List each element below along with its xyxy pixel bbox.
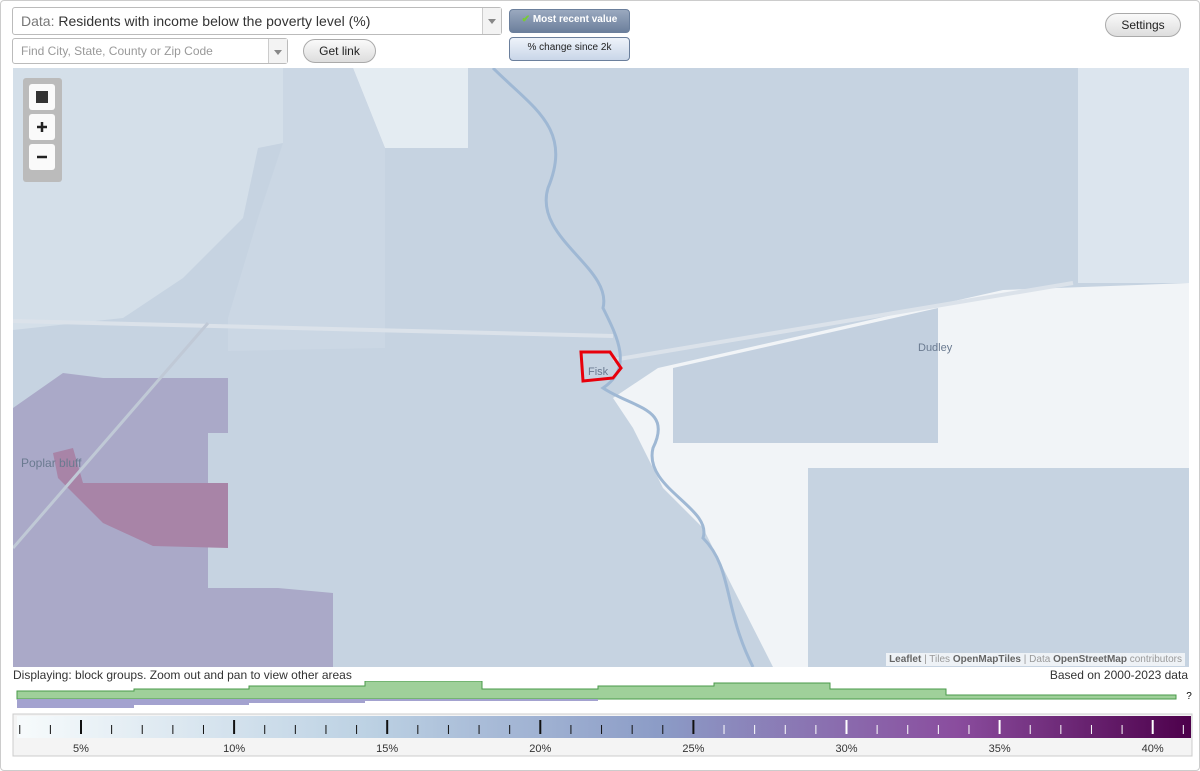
tick-label: 10%	[223, 743, 245, 755]
color-scale	[17, 716, 1191, 738]
data-value: Residents with income below the poverty …	[58, 13, 371, 29]
attr-text: Tiles	[929, 654, 951, 665]
search-arrow	[268, 39, 287, 63]
area	[53, 448, 228, 548]
check-icon: ✔	[521, 14, 531, 25]
river	[491, 68, 755, 667]
tick-label: 25%	[682, 743, 704, 755]
zoom-controls	[23, 78, 62, 182]
map-canvas: Fisk Dudley Poplar bluff	[13, 68, 1189, 667]
select-arrow	[482, 8, 501, 34]
area	[673, 308, 938, 443]
road	[13, 319, 614, 338]
road	[13, 322, 210, 549]
tick-label: 40%	[1142, 743, 1164, 755]
change-toggle[interactable]: % change since 2k	[509, 37, 630, 61]
tick-label: 5%	[73, 743, 89, 755]
attribution: Leaflet | Tiles OpenMapTiles | Data Open…	[886, 653, 1185, 666]
area	[228, 68, 385, 351]
unknown-label: ?	[1186, 691, 1192, 702]
map[interactable]: Fisk Dudley Poplar bluff Leaflet | Tiles…	[13, 68, 1189, 667]
tick-label: 20%	[529, 743, 551, 755]
attr-text: Data	[1029, 654, 1051, 665]
data-select[interactable]: Data: Residents with income below the po…	[12, 7, 502, 35]
plus-icon	[37, 122, 47, 132]
place-label: Poplar bluff	[21, 456, 82, 470]
displaying-text: Displaying: block groups. Zoom out and p…	[13, 668, 352, 682]
tick-label: 35%	[989, 743, 1011, 755]
attr-text: contributors	[1129, 654, 1182, 665]
legend: ? 5% 10% 15% 20% 25% 30% 35% 40%	[12, 681, 1193, 757]
based-on-text: Based on 2000-2023 data	[1049, 668, 1188, 682]
histogram-recent	[16, 681, 1177, 700]
attr-link[interactable]: OpenMapTiles	[952, 654, 1021, 665]
area	[13, 68, 283, 330]
search-box[interactable]: Find City, State, County or Zip Code	[12, 38, 288, 64]
road	[612, 281, 1074, 362]
area	[1078, 68, 1189, 283]
tick-label: 15%	[376, 743, 398, 755]
settings[interactable]: Settings	[1105, 13, 1181, 37]
tick-label: 30%	[835, 743, 857, 755]
selected-area[interactable]	[579, 350, 623, 383]
data-label: Data:	[21, 13, 55, 29]
attr-link[interactable]: OpenStreetMap	[1053, 654, 1127, 665]
attr-link[interactable]: Leaflet	[889, 654, 922, 665]
fullscreen-icon	[36, 91, 48, 103]
most-recent-label: Most recent value	[532, 14, 618, 25]
place-label: Dudley	[918, 342, 953, 354]
search-placeholder: Find City, State, County or Zip Code	[21, 44, 213, 58]
place-label: Fisk	[588, 366, 609, 378]
area	[353, 68, 468, 148]
most-recent-toggle[interactable]: ✔ Most recent value	[509, 9, 630, 33]
get-link[interactable]: Get link	[303, 39, 376, 63]
histogram-change	[17, 699, 598, 708]
